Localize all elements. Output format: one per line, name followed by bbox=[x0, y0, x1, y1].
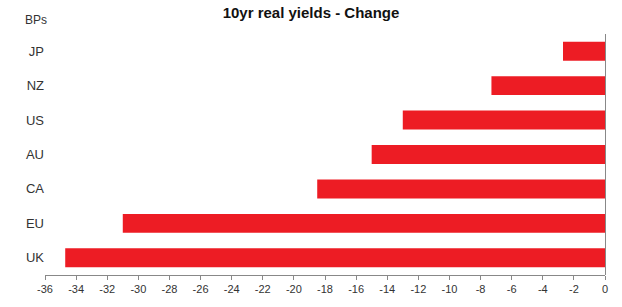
svg-text:-16: -16 bbox=[348, 283, 364, 295]
svg-text:-14: -14 bbox=[379, 283, 395, 295]
svg-text:BPs: BPs bbox=[25, 13, 47, 27]
svg-text:NZ: NZ bbox=[27, 78, 44, 93]
svg-text:-8: -8 bbox=[476, 283, 486, 295]
svg-text:-32: -32 bbox=[99, 283, 115, 295]
svg-text:0: 0 bbox=[602, 283, 608, 295]
svg-text:-28: -28 bbox=[161, 283, 177, 295]
svg-text:-20: -20 bbox=[286, 283, 302, 295]
svg-text:-18: -18 bbox=[317, 283, 333, 295]
svg-text:BDSWISS: BDSWISS bbox=[533, 0, 603, 3]
svg-text:-6: -6 bbox=[507, 283, 517, 295]
svg-text:-2: -2 bbox=[569, 283, 579, 295]
svg-text:-30: -30 bbox=[130, 283, 146, 295]
svg-text:UK: UK bbox=[26, 250, 44, 265]
svg-text:-10: -10 bbox=[441, 283, 457, 295]
svg-text:CA: CA bbox=[26, 181, 44, 196]
svg-text:JP: JP bbox=[29, 44, 44, 59]
svg-text:10yr real yields - Change: 10yr real yields - Change bbox=[223, 4, 400, 21]
svg-text:-26: -26 bbox=[193, 283, 209, 295]
svg-text:-4: -4 bbox=[538, 283, 548, 295]
svg-text:-24: -24 bbox=[224, 283, 240, 295]
svg-text:-12: -12 bbox=[410, 283, 426, 295]
svg-text:-36: -36 bbox=[37, 283, 53, 295]
svg-text:EU: EU bbox=[26, 216, 44, 231]
svg-text:AU: AU bbox=[26, 147, 44, 162]
svg-text:US: US bbox=[26, 113, 44, 128]
svg-text:-34: -34 bbox=[68, 283, 84, 295]
svg-text:-22: -22 bbox=[255, 283, 271, 295]
